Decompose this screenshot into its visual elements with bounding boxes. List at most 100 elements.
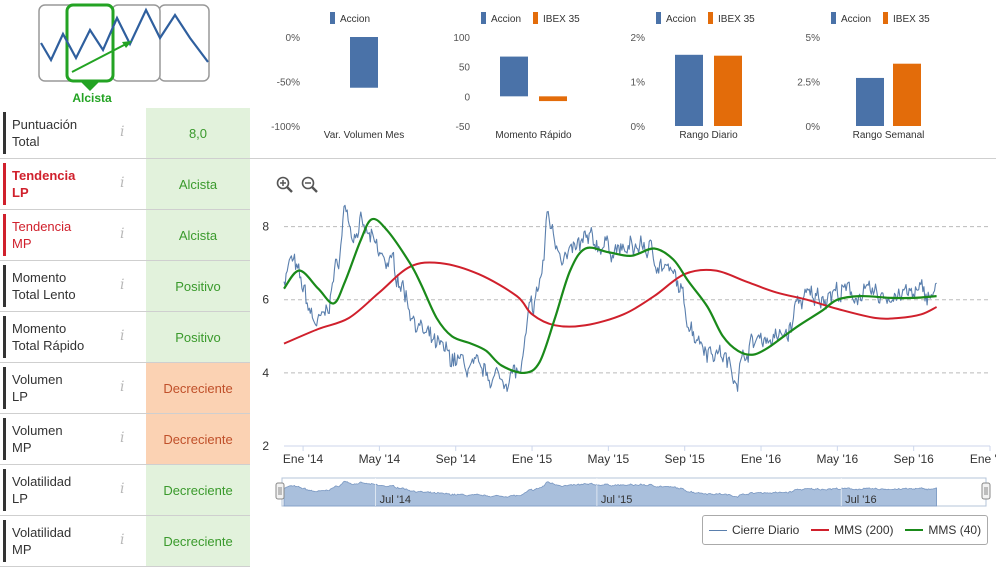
metric-row: Puntuación Total i 8,0 (0, 108, 250, 159)
info-icon[interactable]: i (120, 379, 125, 395)
x-tick-label: Sep '16 (894, 452, 935, 466)
metric-label: Volumen MP (3, 418, 122, 460)
metric-value: Positivo (146, 261, 250, 311)
metric-row: Volumen LP i Decreciente (0, 363, 250, 414)
legend-swatch (708, 12, 713, 24)
metric-label: Volatilidad MP (3, 520, 122, 562)
info-icon[interactable]: i (120, 532, 125, 548)
chart-legend: Cierre Diario MMS (200) MMS (40) (702, 515, 988, 545)
legend-item[interactable]: MMS (200) (811, 523, 894, 537)
metric-label: Momento Total Rápido (3, 316, 122, 358)
metric-row: Tendencia LP i Alcista (0, 159, 250, 210)
bar-accion (500, 56, 528, 97)
mini-chart: Accion IBEX 35 2% 1% 0% Rango Diario (631, 12, 755, 141)
x-tick-label: Sep '14 (436, 452, 477, 466)
navigator-label: Jul '16 (845, 494, 876, 506)
mini-chart: Accion IBEX 35 5% 2.5% 0% Rango Semanal (797, 12, 930, 141)
legend-swatch (656, 12, 661, 24)
metric-label: Volumen LP (3, 367, 122, 409)
price-chart: 2 4 6 8 Ene '14 May '14 Sep '14 Ene '15 May '15 S… (252, 160, 996, 551)
metric-label: Volatilidad LP (3, 469, 122, 511)
x-tick-label: May '14 (359, 452, 401, 466)
navigator-label: Jul '14 (380, 494, 411, 506)
metric-value: Alcista (146, 159, 250, 209)
metric-value: 8,0 (146, 108, 250, 158)
legend-item[interactable]: MMS (40) (905, 523, 981, 537)
navigator-handle-right[interactable] (981, 482, 991, 500)
tick-label: 100 (453, 33, 470, 44)
bar-ibex-35 (539, 96, 567, 102)
metric-row: Tendencia MP i Alcista (0, 210, 250, 261)
x-tick-label: May '15 (588, 452, 630, 466)
x-tick-label: May '16 (817, 452, 859, 466)
bar-accion (675, 54, 703, 126)
x-tick-label: Ene '16 (741, 452, 782, 466)
legend-swatch (330, 12, 335, 24)
info-icon[interactable]: i (120, 124, 125, 140)
legend-item[interactable]: Cierre Diario (708, 523, 800, 537)
series-mms-40 (283, 217, 937, 375)
info-icon[interactable]: i (120, 277, 125, 293)
metric-value: Alcista (146, 210, 250, 260)
legend-label: Accion (666, 14, 696, 25)
mini-chart: Accion IBEX 35 100 50 0 -50 Momento Rápido (453, 12, 580, 141)
metric-row: Volatilidad MP i Decreciente (0, 516, 250, 567)
legend-label: Accion (841, 14, 871, 25)
navigator-handle-left[interactable] (275, 482, 285, 500)
mini-chart-title: Var. Volumen Mes (324, 130, 404, 141)
navigator-area (283, 480, 937, 507)
mini-chart: Accion 0% -50% -100% Var. Volumen Mes (271, 12, 404, 141)
y-tick-label: 2 (262, 439, 269, 453)
info-icon[interactable]: i (120, 328, 125, 344)
legend-label: Accion (340, 14, 370, 25)
x-tick-label: Sep '15 (665, 452, 706, 466)
tick-label: 2.5% (797, 78, 820, 89)
tick-label: 1% (631, 78, 646, 89)
tick-label: 0% (286, 33, 301, 44)
mini-charts: Accion 0% -50% -100% Var. Volumen Mes Accion I… (250, 0, 996, 159)
metric-value: Positivo (146, 312, 250, 362)
metric-value: Decreciente (146, 465, 250, 515)
metric-value: Decreciente (146, 363, 250, 413)
series-mms-200 (283, 261, 938, 345)
legend-label: MMS (40) (928, 523, 982, 537)
legend-label: MMS (200) (834, 523, 894, 537)
mini-chart-title: Momento Rápido (495, 130, 572, 141)
metric-row: Volumen MP i Decreciente (0, 414, 250, 465)
tick-label: -50 (456, 122, 471, 133)
bar-accion (856, 77, 884, 126)
series-cierre-diario (283, 204, 937, 392)
x-tick-label: Ene '14 (283, 452, 324, 466)
metric-value: Decreciente (146, 516, 250, 566)
info-icon[interactable]: i (120, 481, 125, 497)
legend-label: IBEX 35 (893, 14, 930, 25)
tick-label: -50% (277, 78, 300, 89)
info-icon[interactable]: i (120, 226, 125, 242)
legend-label: Cierre Diario (731, 523, 800, 537)
metric-row: Volatilidad LP i Decreciente (0, 465, 250, 516)
arrow-head-icon (122, 41, 132, 48)
metric-label: Puntuación Total (3, 112, 122, 154)
trend-box-neutral (158, 4, 210, 82)
zoom-out-icon[interactable] (301, 176, 318, 193)
trend-diagram: Alcista (38, 3, 210, 105)
legend-label: Accion (491, 14, 521, 25)
legend-label: IBEX 35 (718, 14, 755, 25)
info-icon[interactable]: i (120, 430, 125, 446)
legend-line-icon (811, 529, 830, 531)
metric-label: Tendencia MP (3, 214, 122, 256)
tick-label: 2% (631, 33, 646, 44)
metric-row: Momento Total Lento i Positivo (0, 261, 250, 312)
x-tick-label: Ene '17 (970, 452, 996, 466)
metrics-table: Puntuación Total i 8,0 Tendencia LP i Alcista… (0, 108, 250, 567)
mini-chart-title: Rango Semanal (853, 130, 925, 141)
legend-swatch (831, 12, 836, 24)
metric-label: Tendencia LP (3, 163, 122, 205)
trend-label: Alcista (72, 91, 112, 105)
zoom-in-icon[interactable] (276, 176, 293, 193)
tick-label: 5% (806, 33, 821, 44)
y-tick-label: 4 (262, 366, 269, 380)
trend-widget: Alcista (0, 0, 250, 107)
tick-label: 0% (631, 122, 646, 133)
info-icon[interactable]: i (120, 175, 125, 191)
